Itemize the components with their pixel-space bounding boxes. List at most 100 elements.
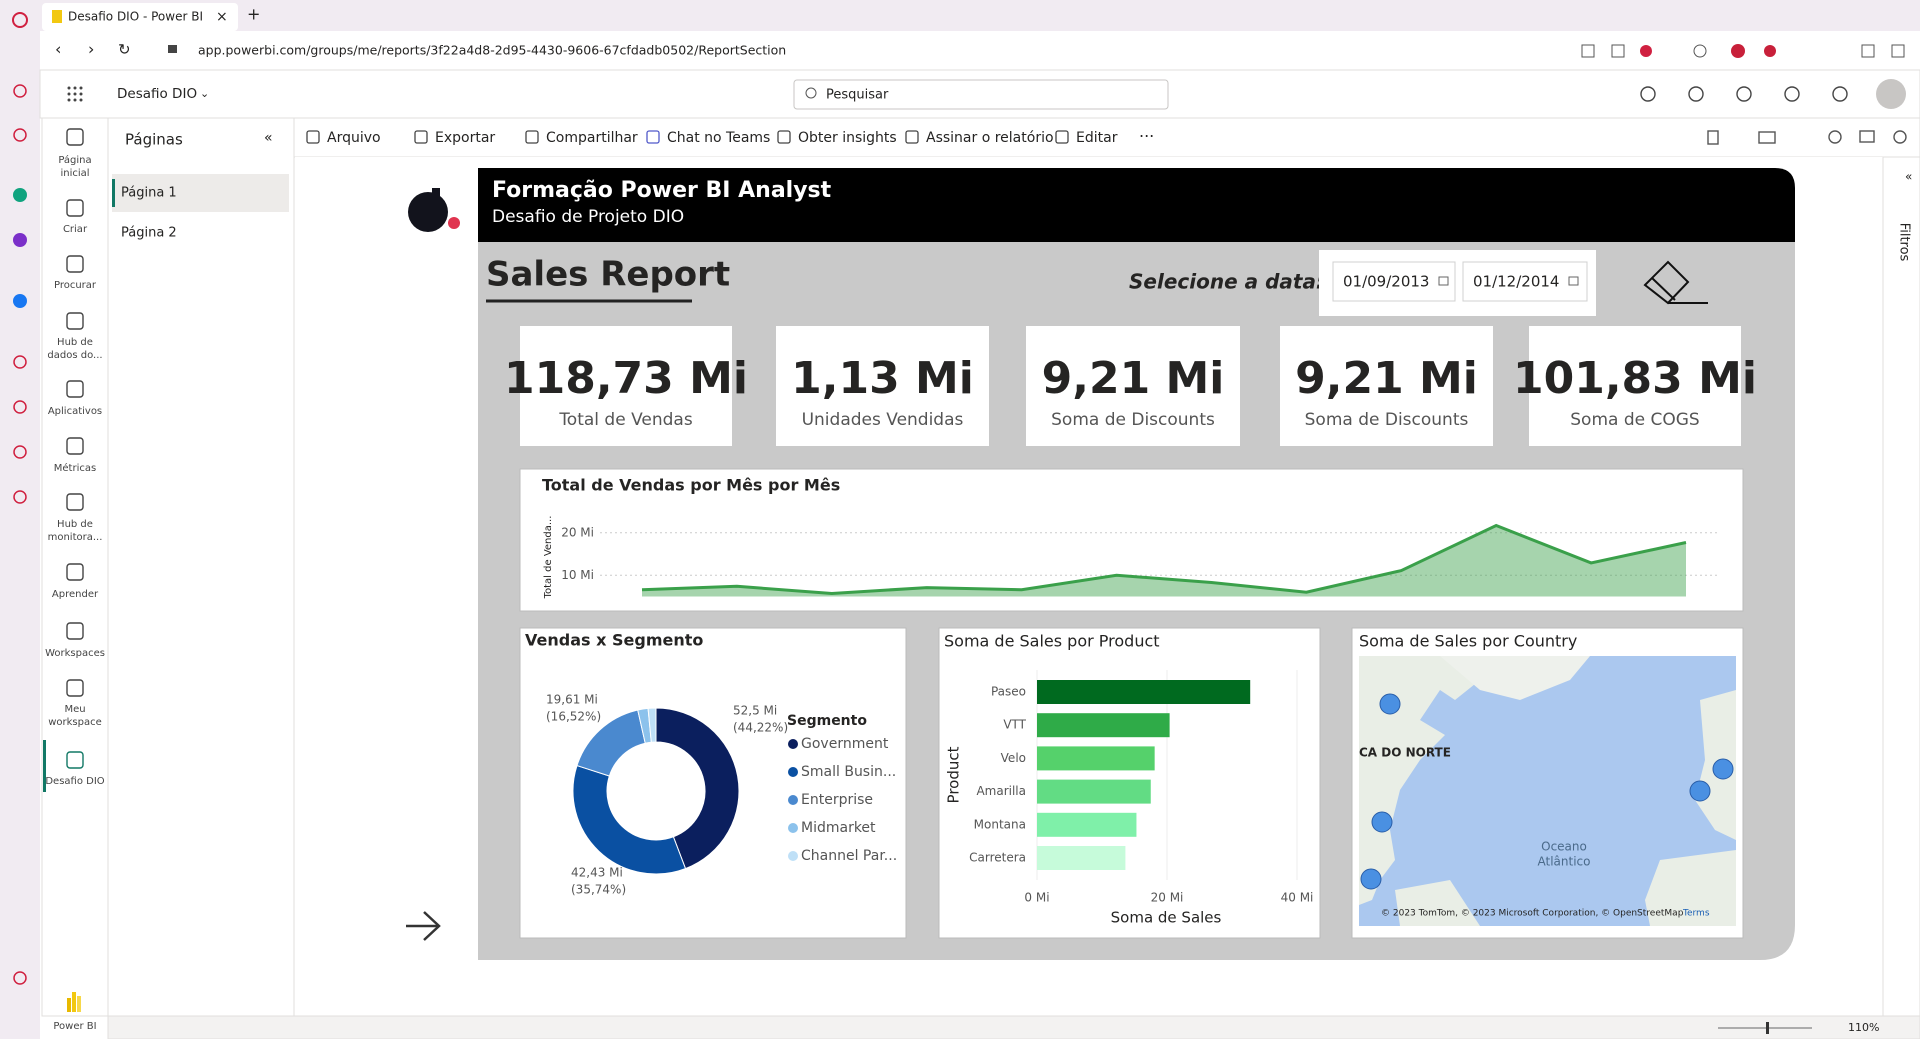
zoom-level: 110%	[1848, 1021, 1879, 1034]
nav-icon[interactable]	[66, 622, 84, 640]
toolbar-icon[interactable]	[1055, 130, 1069, 144]
nav-icon[interactable]	[66, 199, 84, 217]
date-end[interactable]: 01/12/2014	[1473, 273, 1559, 291]
kpi-value: 9,21 Mi	[1042, 353, 1225, 404]
zoom-thumb[interactable]	[1766, 1022, 1769, 1034]
toolbar-right-icons[interactable]	[1707, 130, 1907, 145]
page-item[interactable]: Página 2	[121, 226, 177, 241]
y-tick-label: Velo	[1001, 751, 1026, 765]
tab-close[interactable]: ×	[216, 9, 228, 25]
legend-swatch	[788, 795, 798, 805]
kpi-value: 118,73 Mi	[504, 353, 748, 404]
calendar-icon[interactable]	[1438, 276, 1449, 286]
map-ocean-label: Atlântico	[1538, 855, 1591, 869]
workspace-chevron[interactable]: ⌄	[200, 87, 209, 100]
nav-label[interactable]: Aplicativos	[48, 406, 102, 417]
url[interactable]: app.powerbi.com/groups/me/reports/3f22a4…	[198, 43, 786, 58]
collapse-pages[interactable]: «	[264, 130, 273, 146]
date-input[interactable]	[1462, 261, 1588, 302]
nav-icon[interactable]	[66, 679, 84, 697]
filters-label[interactable]: Filtros	[1897, 223, 1912, 262]
nav-label[interactable]: Workspaces	[45, 648, 105, 659]
nav-icon[interactable]	[66, 128, 84, 146]
toolbar-icon[interactable]	[525, 130, 539, 144]
nav-label[interactable]: Meu	[64, 704, 85, 715]
nav-label[interactable]: Hub de	[57, 519, 93, 530]
nav-active-indicator	[43, 740, 46, 792]
calendar-icon[interactable]	[1568, 276, 1579, 286]
workspace-name[interactable]: Desafio DIO	[117, 86, 197, 102]
nav-label[interactable]: Métricas	[54, 462, 96, 474]
nav-label[interactable]: Aprender	[52, 589, 99, 600]
date-start[interactable]: 01/09/2013	[1343, 273, 1429, 291]
back-button[interactable]: ‹	[55, 40, 61, 59]
more-options[interactable]: ···	[1139, 127, 1154, 146]
nav-label[interactable]: Desafio DIO	[45, 776, 104, 787]
legend-label: Midmarket	[801, 820, 876, 836]
nav-label[interactable]: inicial	[60, 168, 89, 179]
date-input[interactable]	[1332, 261, 1456, 302]
toolbar-icon[interactable]	[646, 130, 660, 144]
nav-label[interactable]: dados do...	[47, 350, 102, 361]
new-tab[interactable]: +	[247, 5, 260, 24]
nav-icon[interactable]	[66, 493, 84, 511]
opera-sidebar-icons	[12, 12, 28, 985]
forward-button[interactable]: ›	[88, 40, 94, 59]
toolbar-button[interactable]: Exportar	[435, 130, 495, 146]
kpi-label: Soma de COGS	[1570, 410, 1699, 430]
toolbar-button[interactable]: Editar	[1076, 130, 1118, 146]
toolbar-icon[interactable]	[777, 130, 791, 144]
toolbar-button[interactable]: Chat no Teams	[667, 130, 770, 146]
header-icons[interactable]	[1640, 86, 1848, 102]
nav-label[interactable]: Página	[58, 154, 91, 166]
powerbi-logo[interactable]	[67, 992, 81, 1012]
report-title: Sales Report	[486, 255, 730, 295]
lock-icon	[168, 45, 177, 53]
nav-icon[interactable]	[66, 312, 84, 330]
expand-filters[interactable]: «	[1905, 170, 1912, 184]
map-terms[interactable]: Terms	[1682, 909, 1710, 919]
kpi-card	[1529, 326, 1741, 446]
nav-icon[interactable]	[66, 255, 84, 273]
nav-label[interactable]: workspace	[48, 717, 102, 728]
kpi-label: Soma de Discounts	[1305, 410, 1469, 430]
map[interactable]	[1359, 656, 1736, 926]
search-box[interactable]	[793, 79, 1169, 110]
nav-label[interactable]: Criar	[63, 224, 88, 235]
y-axis-title: Total de Venda...	[543, 516, 554, 600]
kpi-card	[520, 326, 732, 446]
nav-icon[interactable]	[66, 563, 84, 581]
donut-slice	[655, 707, 740, 870]
map-attribution: © 2023 TomTom, © 2023 Microsoft Corporat…	[1381, 909, 1684, 919]
page-item-selected[interactable]	[112, 174, 289, 212]
page-item[interactable]: Página 1	[121, 186, 177, 201]
toolbar-icon[interactable]	[905, 130, 919, 144]
nav-label[interactable]: Hub de	[57, 337, 93, 348]
nav-label[interactable]: monitora...	[48, 532, 103, 543]
toolbar-button[interactable]: Obter insights	[798, 130, 897, 146]
chart-title: Soma de Sales por Product	[944, 632, 1160, 651]
toolbar-button[interactable]: Assinar o relatório	[926, 130, 1054, 146]
toolbar-icon[interactable]	[414, 130, 428, 144]
filters-pane	[1882, 156, 1920, 1017]
toolbar-icon[interactable]	[306, 130, 320, 144]
next-page-arrow[interactable]	[406, 911, 441, 941]
app-launcher[interactable]	[67, 86, 83, 102]
donut-slice	[647, 707, 657, 743]
reload-button[interactable]: ↻	[118, 41, 131, 59]
nav-icon[interactable]	[66, 751, 84, 769]
dio-logo	[408, 188, 460, 232]
nav-icon[interactable]	[66, 380, 84, 398]
clear-filter-icon[interactable]	[1643, 260, 1708, 305]
toolbar-button[interactable]: Arquivo	[327, 130, 381, 146]
kpi-cards: 118,73 Mi Total de Vendas 1,13 Mi Unidades …	[504, 326, 1757, 446]
tab[interactable]	[42, 3, 238, 31]
x-tick-label: 0 Mi	[1024, 891, 1049, 905]
legend-swatch	[788, 767, 798, 777]
avatar[interactable]	[1876, 79, 1906, 109]
pages-title: Páginas	[125, 131, 183, 149]
nav-label[interactable]: Procurar	[54, 280, 97, 291]
nav-icon[interactable]	[66, 437, 84, 455]
toolbar-button[interactable]: Compartilhar	[546, 130, 638, 146]
